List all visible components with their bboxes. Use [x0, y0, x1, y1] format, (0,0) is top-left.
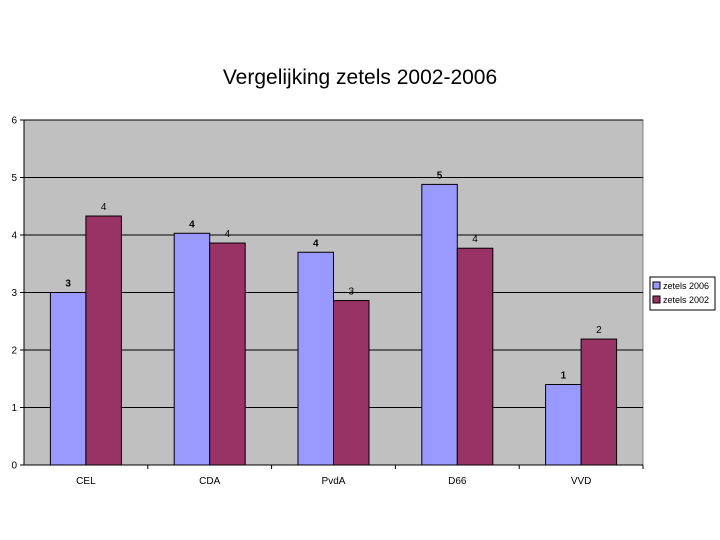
data-labels: 3 4 4 4 4 3 5 4 1 2 — [65, 170, 602, 381]
legend-label: zetels 2002 — [663, 295, 709, 305]
data-label: 3 — [348, 287, 354, 298]
x-tick-label: CEL — [76, 476, 96, 487]
data-label: 4 — [313, 238, 319, 249]
bar — [297, 251, 334, 466]
bar — [580, 338, 618, 466]
tick-labels: 0 1 2 3 4 5 6 CEL CDA PvdA D66 VVD — [11, 116, 591, 488]
data-label: 4 — [472, 234, 478, 245]
x-tick-label: CDA — [199, 476, 220, 487]
bar — [421, 183, 458, 466]
y-tick-label: 1 — [11, 403, 17, 414]
legend-label: zetels 2006 — [663, 281, 709, 291]
bar — [456, 247, 494, 466]
y-tick-label: 5 — [11, 173, 17, 184]
x-tick-label: D66 — [448, 476, 467, 487]
legend-box — [649, 276, 716, 311]
data-label: 3 — [65, 279, 71, 290]
legend: zetels 2006 zetels 2002 — [649, 276, 716, 311]
data-label: 4 — [225, 229, 231, 240]
chart-title: Vergelijking zetels 2002-2006 — [223, 66, 497, 89]
y-tick-label: 2 — [11, 346, 17, 357]
bar — [49, 292, 87, 466]
y-tick-label: 3 — [11, 288, 17, 299]
y-tick-label: 4 — [11, 231, 17, 242]
x-tick-label: VVD — [571, 476, 592, 487]
y-tick-label: 0 — [11, 461, 17, 472]
data-label: 5 — [437, 170, 443, 181]
data-label: 4 — [101, 202, 107, 213]
y-tick-label: 6 — [11, 116, 17, 127]
bar — [173, 232, 211, 466]
bar — [209, 242, 246, 466]
gridlines — [24, 119, 643, 408]
bar — [85, 215, 122, 466]
legend-swatch — [652, 281, 661, 290]
bar — [333, 300, 370, 466]
data-label: 2 — [596, 325, 602, 336]
x-tick-label: PvdA — [322, 476, 346, 487]
bars — [49, 183, 618, 466]
bar — [545, 384, 582, 466]
axes — [20, 119, 644, 469]
legend-swatch — [652, 295, 661, 304]
data-label: 4 — [189, 219, 195, 230]
data-label: 1 — [561, 371, 567, 382]
